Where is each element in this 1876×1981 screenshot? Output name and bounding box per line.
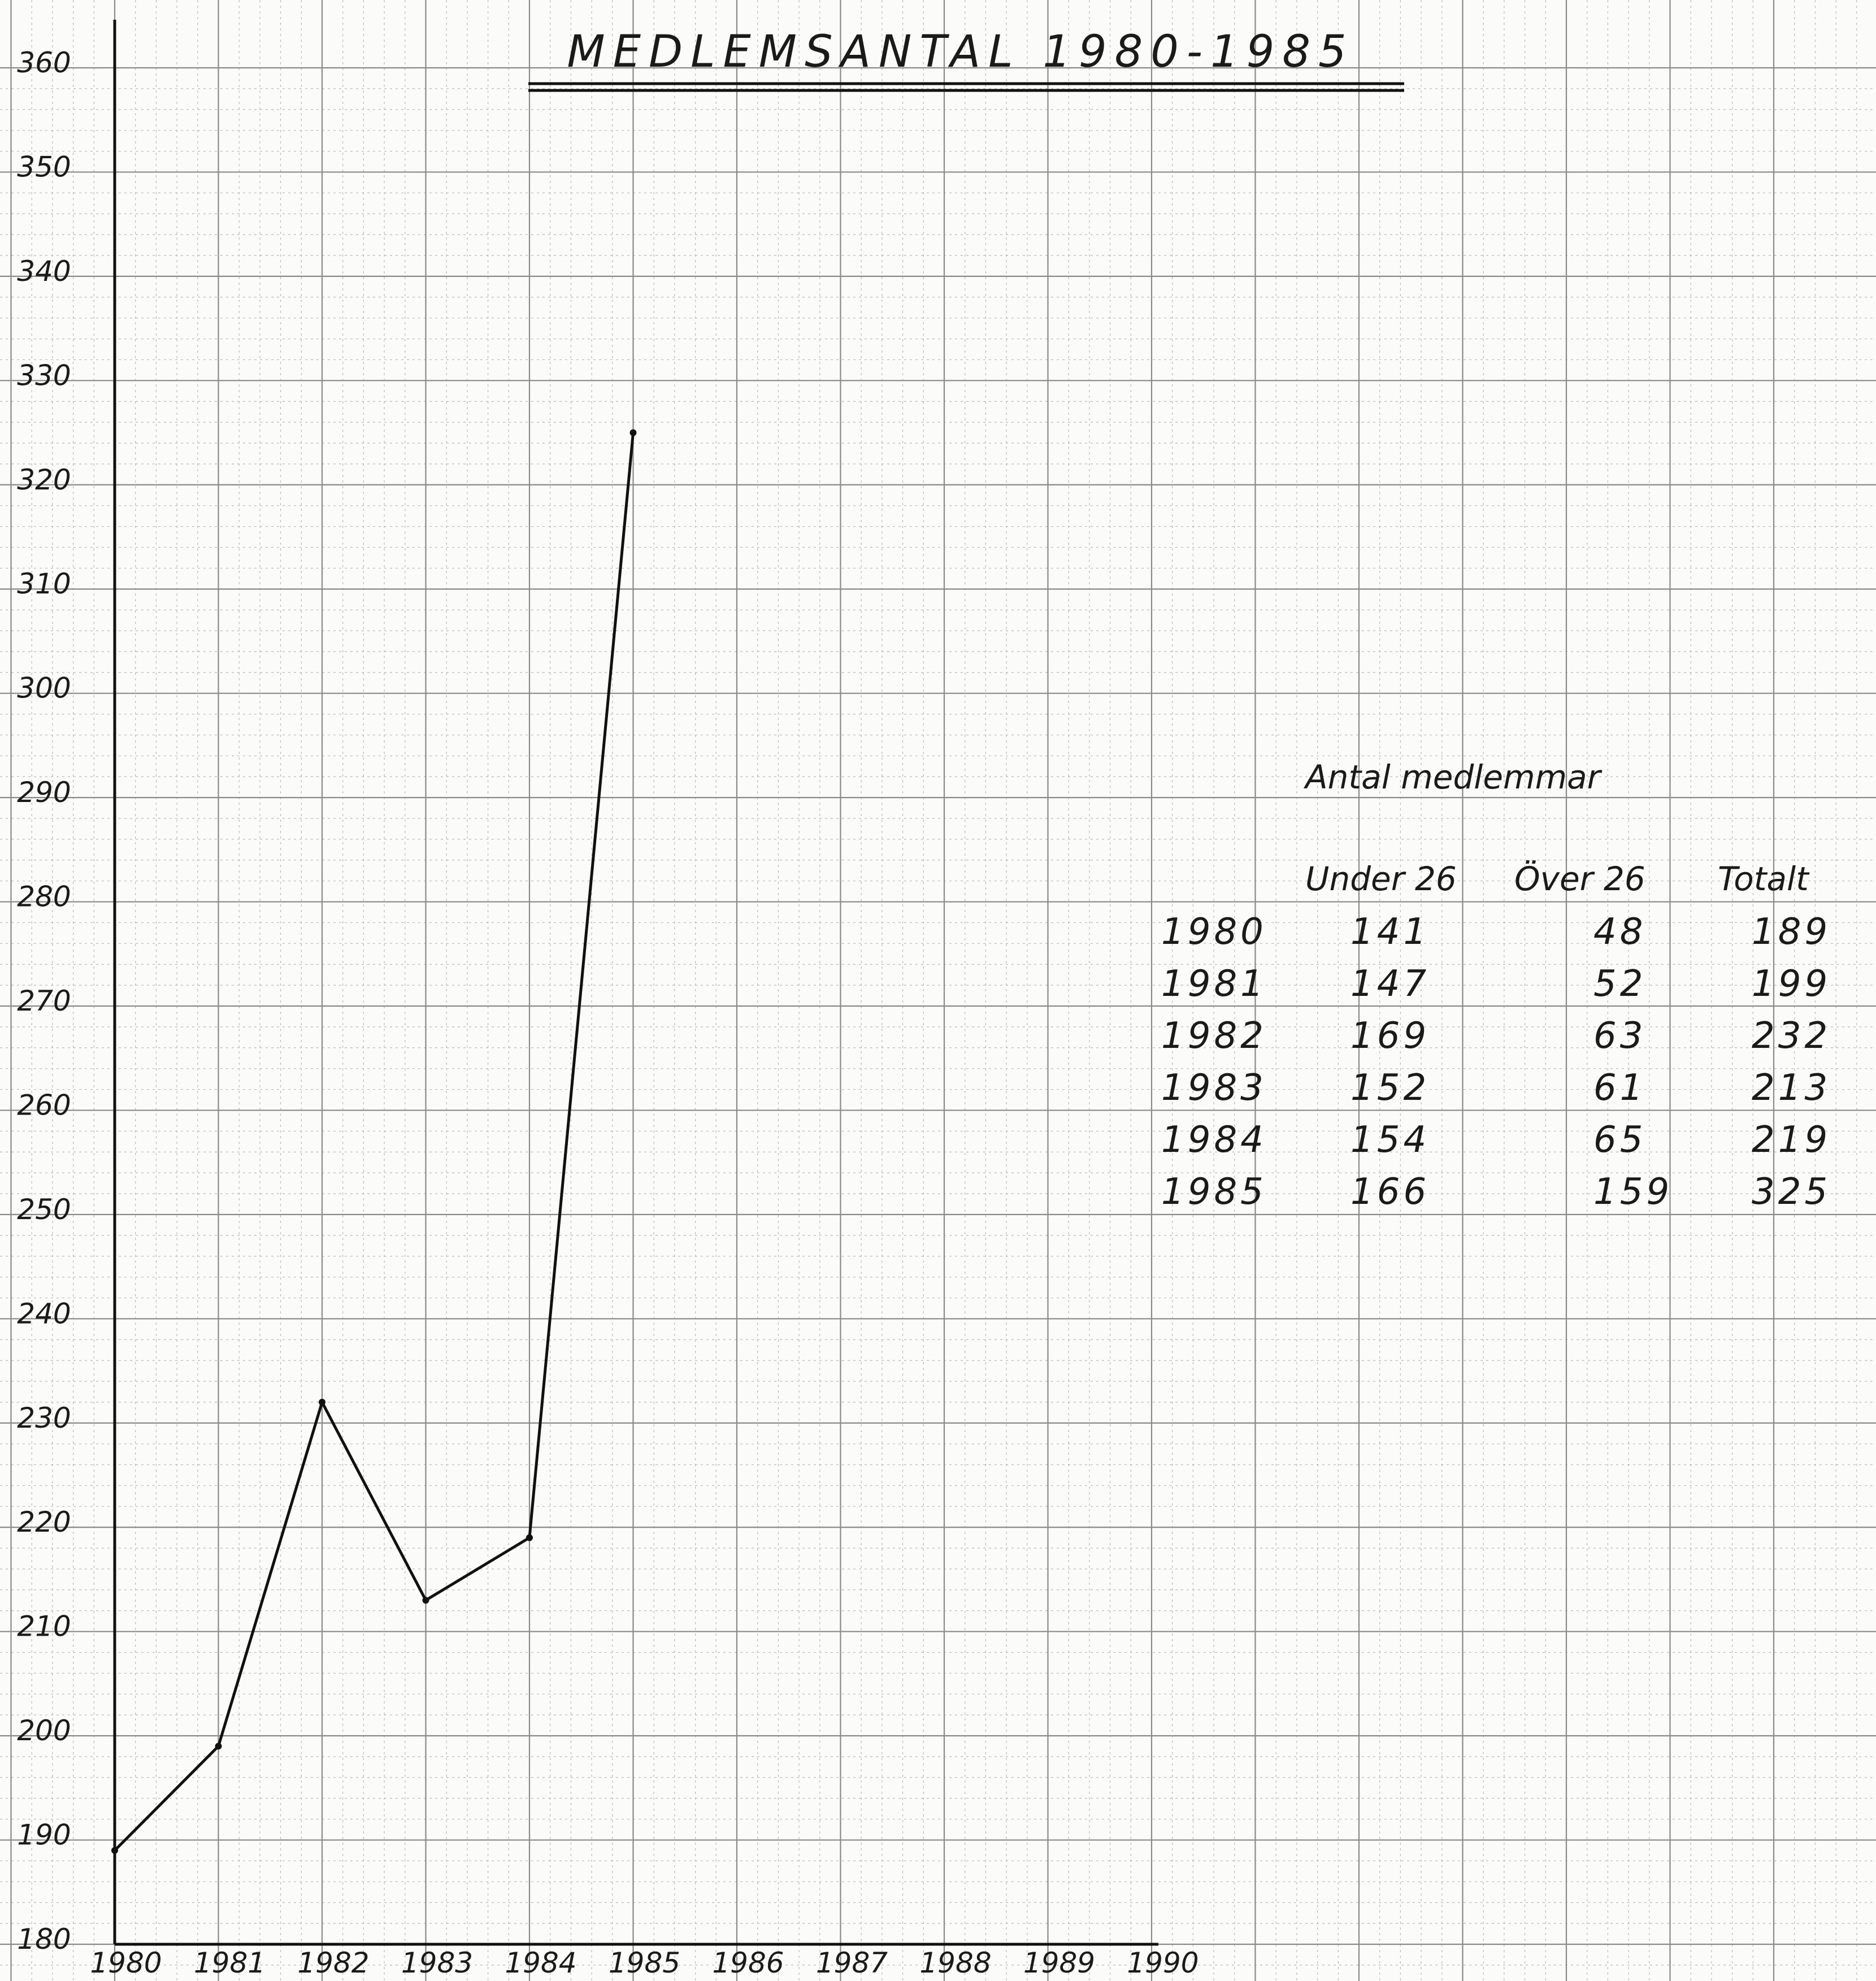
x-tick-label: 1985 [609,1947,680,1979]
y-tick-label: 230 [17,1402,71,1434]
y-tick-label: 240 [17,1297,71,1330]
data-point [422,1597,429,1604]
table-cell: 52 [1593,963,1646,1005]
data-point [111,1847,118,1854]
table-cell: 48 [1593,911,1646,953]
table-row-year: 1985 [1161,1171,1267,1213]
y-tick-label: 310 [17,567,71,600]
y-tick-labels: 180 190 200 210 220 230 240 250 260 270 280 290 300 3… [17,46,71,1956]
y-tick-label: 270 [17,985,71,1017]
table-title: Antal medlemmar [1303,758,1603,796]
table-cell: 141 [1350,911,1430,953]
table-column-header: Under 26 [1305,860,1457,898]
data-point [319,1398,325,1406]
table-cell: 232 [1752,1015,1831,1057]
x-tick-labels: 1980 1981 1982 1983 1984 1985 1986 1987 1988 1989… [90,1947,1198,1979]
table-cell: 154 [1350,1119,1430,1161]
axes [113,20,1158,1946]
table-cell: 199 [1752,963,1831,1005]
table-cell: 61 [1593,1067,1646,1109]
x-tick-label: 1987 [816,1947,888,1979]
x-tick-label: 1982 [297,1947,369,1979]
table-column-header: Totalt [1718,860,1810,898]
y-tick-label: 290 [17,776,71,809]
chart-title: MEDLEMSANTAL 1980-1985 [567,27,1354,77]
table-cell: 166 [1350,1171,1430,1213]
x-tick-label: 1980 [90,1947,162,1979]
x-tick-label: 1983 [401,1947,473,1979]
y-tick-label: 260 [17,1089,71,1121]
y-tick-label: 280 [17,881,71,913]
x-tick-label: 1990 [1127,1947,1198,1979]
table-row-year: 1981 [1161,963,1267,1005]
y-tick-label: 340 [17,255,71,288]
y-tick-label: 350 [17,150,71,183]
y-tick-label: 190 [17,1819,71,1852]
y-tick-label: 330 [17,359,71,392]
x-tick-label: 1986 [712,1947,784,1979]
x-tick-label: 1981 [194,1947,266,1979]
table-cell: 325 [1752,1171,1831,1213]
table-row-year: 1983 [1161,1067,1267,1109]
y-tick-label: 250 [17,1193,71,1226]
x-tick-label: 1984 [505,1947,576,1979]
table-cell: 169 [1350,1015,1430,1057]
members-table: Antal medlemmar Under 26 Över 26 Totalt 1980… [1161,758,1831,1213]
table-row-year: 1982 [1161,1015,1267,1057]
y-tick-label: 200 [17,1714,71,1747]
table-cell: 147 [1350,963,1430,1005]
table-cell: 213 [1752,1067,1831,1109]
plot-area [111,429,637,1854]
table-cell: 152 [1350,1067,1430,1109]
y-tick-label: 210 [17,1610,71,1643]
x-tick-label: 1988 [919,1947,991,1979]
table-row-year: 1980 [1161,911,1267,953]
table-cell: 189 [1752,911,1831,953]
table-row-year: 1984 [1161,1119,1267,1161]
table-cell: 219 [1752,1119,1831,1161]
table-column-header: Över 26 [1514,860,1645,898]
data-point [629,429,637,436]
data-point [526,1534,533,1541]
x-tick-label: 1989 [1023,1947,1095,1979]
table-cell: 159 [1593,1171,1673,1213]
y-tick-label: 320 [17,463,71,496]
y-tick-label: 360 [17,46,71,79]
table-cell: 65 [1593,1119,1646,1161]
table-cell: 63 [1593,1015,1646,1057]
series-line [114,432,635,1852]
y-tick-label: 220 [17,1506,71,1538]
y-tick-label: 300 [17,672,71,705]
y-tick-label: 180 [17,1923,71,1956]
data-point [215,1742,222,1750]
